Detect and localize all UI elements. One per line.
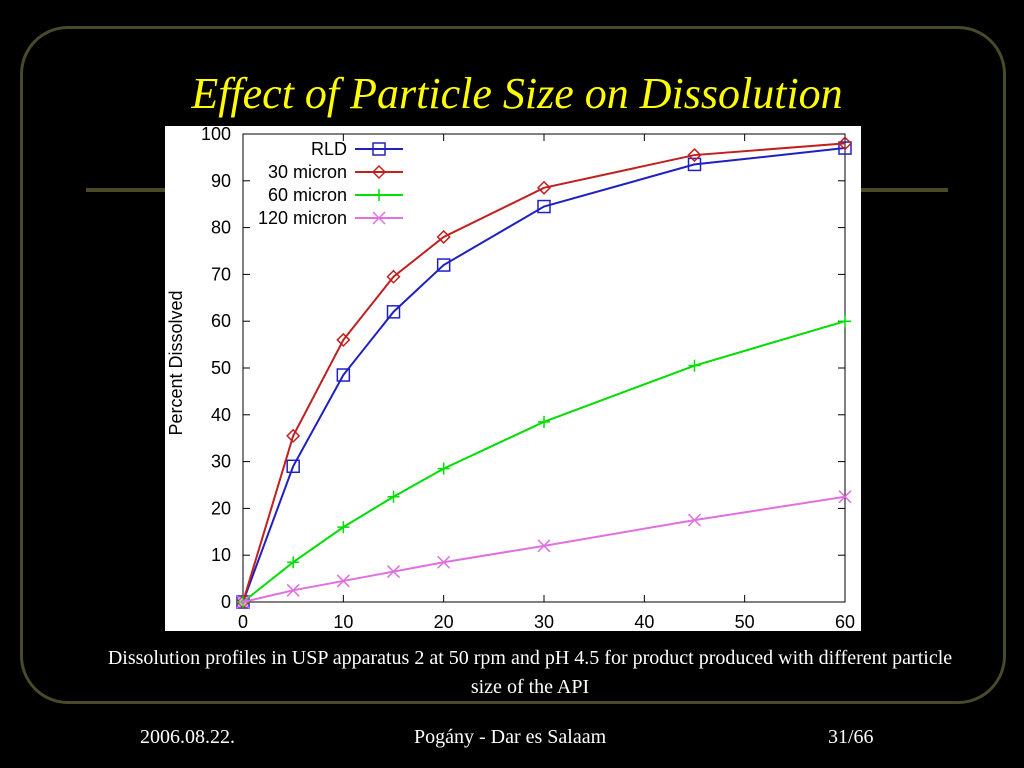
y-tick-label: 30 — [211, 452, 231, 472]
data-point-3 — [286, 583, 300, 597]
x-tick-label: 0 — [238, 612, 248, 631]
data-point-2 — [839, 315, 851, 328]
series-line-0 — [242, 147, 846, 603]
data-point-1 — [386, 269, 401, 284]
x-tick-label: 30 — [534, 612, 554, 631]
title-underline-left — [86, 188, 168, 192]
data-point-2 — [287, 556, 300, 569]
data-point-1 — [536, 180, 552, 195]
x-tick-label: 10 — [333, 612, 353, 631]
legend-marker-1 — [371, 164, 387, 180]
data-point-3 — [687, 513, 702, 527]
data-point-2 — [337, 521, 350, 534]
data-point-3 — [437, 555, 451, 569]
footer-date: 2006.08.22. — [140, 726, 235, 748]
x-tick-label: 20 — [434, 612, 454, 631]
data-point-1 — [837, 136, 853, 151]
data-point-1 — [436, 229, 451, 245]
title-underline-right — [860, 188, 948, 192]
data-point-0 — [286, 459, 300, 474]
data-point-1 — [687, 147, 702, 163]
chart-svg: 0 10 20 30 40 50 60 70 80 90 100 0 10 20 30 40 50 60 Perce… — [166, 126, 855, 631]
data-point-3 — [236, 595, 250, 609]
y-tick-label: 40 — [211, 405, 231, 425]
y-tick-label: 60 — [211, 311, 231, 331]
legend-marker-3 — [372, 211, 386, 225]
x-tick-label: 50 — [735, 612, 755, 631]
legend-label-3: 120 micron — [258, 208, 347, 228]
series-line-1 — [242, 142, 846, 603]
data-point-3 — [537, 539, 551, 553]
data-point-0 — [336, 368, 351, 382]
data-point-1 — [336, 332, 351, 347]
figure-caption: Dissolution profiles in USP apparatus 2 … — [107, 647, 953, 698]
y-tick-label: 90 — [211, 171, 231, 191]
data-point-3 — [336, 574, 350, 588]
x-tick-label: 40 — [634, 612, 654, 631]
data-point-2 — [688, 359, 701, 372]
data-point-3 — [838, 490, 852, 504]
dissolution-chart: 0 10 20 30 40 50 60 70 80 90 100 0 10 20 30 40 50 60 Perce… — [165, 126, 861, 631]
data-point-0 — [838, 141, 852, 155]
y-tick-label: 20 — [211, 498, 231, 518]
y-tick-label: 80 — [211, 218, 231, 238]
y-axis-label: Percent Dissolved — [166, 290, 186, 435]
data-point-3 — [386, 565, 401, 579]
data-point-1 — [286, 428, 301, 443]
y-tick-label: 100 — [201, 126, 231, 144]
series-line-2 — [242, 320, 846, 603]
legend-label-0: RLD — [311, 139, 347, 159]
data-point-0 — [537, 199, 551, 214]
series-line-3 — [242, 495, 846, 603]
data-point-2 — [437, 462, 450, 475]
legend-label-1: 30 micron — [268, 162, 347, 182]
y-tick-label: 50 — [211, 358, 231, 378]
x-tick-label: 60 — [835, 612, 855, 631]
data-point-2 — [387, 490, 400, 503]
data-point-0 — [386, 305, 401, 319]
data-point-0 — [687, 157, 702, 172]
footer-page-number: 31/66 — [828, 726, 874, 748]
y-tick-label: 0 — [221, 592, 231, 612]
footer-presenter: Pogány - Dar es Salaam — [414, 726, 607, 748]
legend-marker-0 — [372, 142, 386, 156]
data-point-0 — [436, 258, 451, 272]
legend-marker-2 — [373, 189, 385, 201]
legend-label-2: 60 micron — [268, 185, 347, 205]
y-tick-label: 10 — [211, 545, 231, 565]
y-tick-label: 70 — [211, 264, 231, 284]
data-point-2 — [538, 415, 550, 428]
slide-frame — [20, 26, 1006, 704]
slide-title: Effect of Particle Size on Dissolution — [191, 69, 843, 118]
